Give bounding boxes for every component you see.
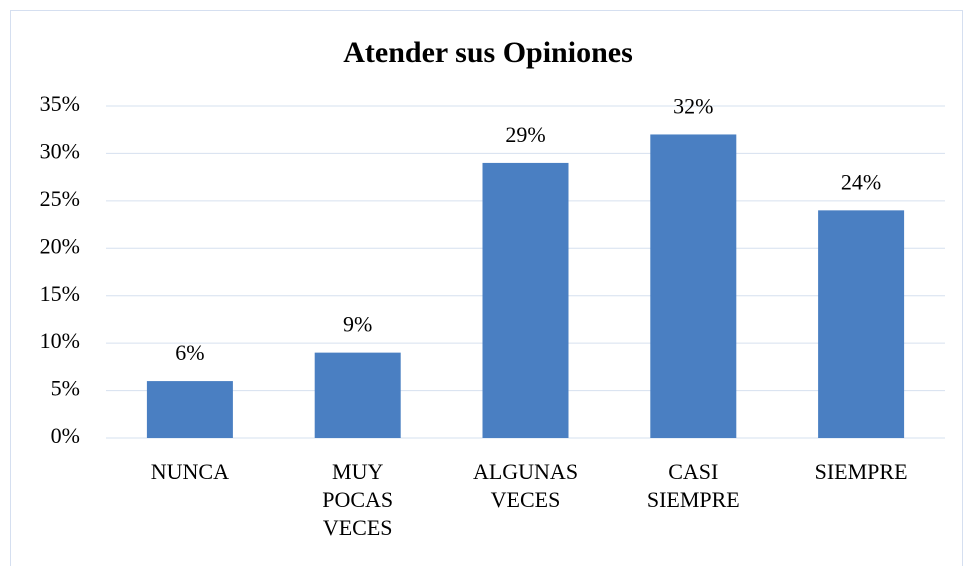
y-tick-label: 30% — [40, 138, 80, 163]
bar — [650, 134, 737, 438]
y-tick-label: 0% — [51, 423, 80, 448]
x-tick-label: ALGUNAS VECES — [472, 459, 579, 512]
chart-border — [10, 10, 963, 566]
x-tick-label: CASI SIEMPRE — [646, 459, 740, 512]
y-tick-label: 25% — [40, 186, 80, 211]
data-label: 6% — [175, 340, 204, 365]
bar — [314, 352, 401, 438]
bar — [146, 381, 233, 438]
y-tick-label: 5% — [51, 376, 80, 401]
bar — [818, 210, 905, 438]
y-tick-label: 35% — [40, 91, 80, 116]
x-tick-label: MUY POCAS VECES — [322, 459, 394, 540]
x-tick-label: SIEMPRE — [814, 459, 908, 484]
y-tick-label: 20% — [40, 233, 80, 258]
x-tick-label: NUNCA — [150, 459, 229, 484]
chart-title: Atender sus Opiniones — [343, 36, 633, 69]
y-tick-label: 10% — [40, 328, 80, 353]
data-label: 29% — [505, 122, 545, 147]
data-label: 24% — [841, 169, 881, 194]
y-tick-label: 15% — [40, 281, 80, 306]
data-label: 32% — [673, 94, 713, 119]
bar — [482, 162, 569, 438]
data-label: 9% — [343, 312, 372, 337]
